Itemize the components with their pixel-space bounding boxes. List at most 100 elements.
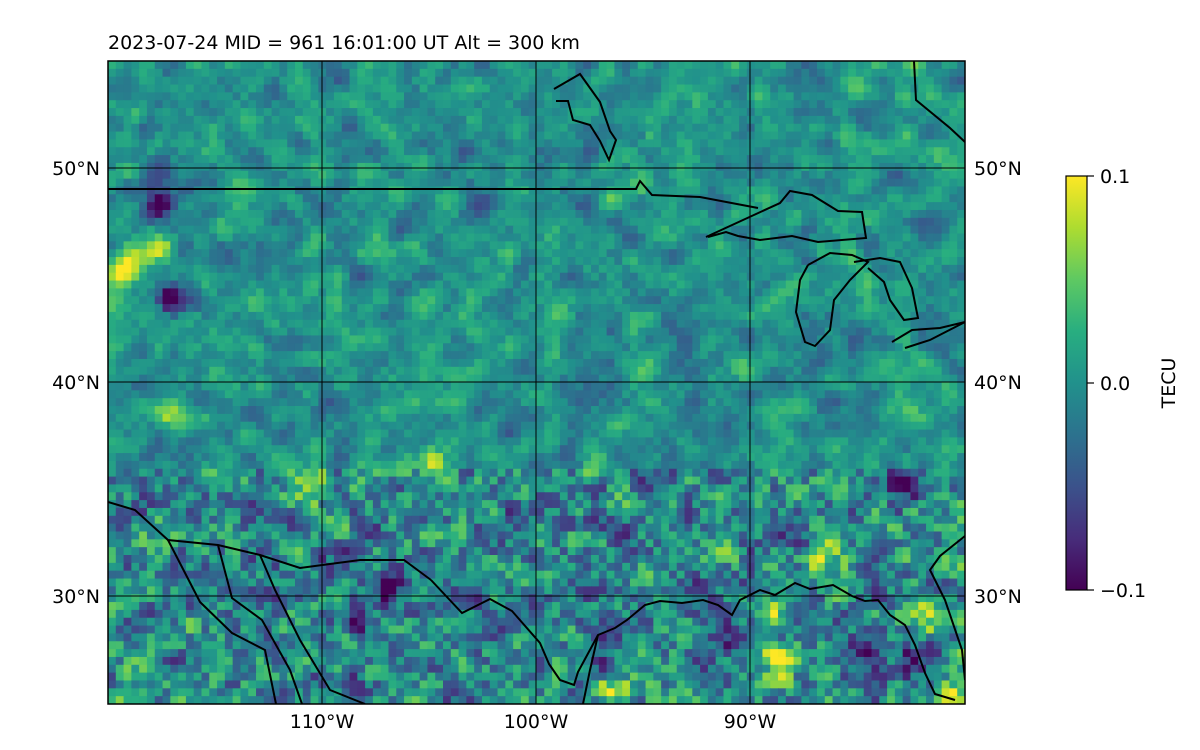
heatmap-cell <box>489 382 499 391</box>
heatmap-cell <box>824 343 834 352</box>
heatmap-cell <box>240 257 249 266</box>
heatmap-cell <box>762 61 771 70</box>
heatmap-cell <box>474 241 483 250</box>
heatmap-cell <box>232 327 242 337</box>
heatmap-cell <box>871 272 880 282</box>
heatmap-cell <box>692 358 701 368</box>
heatmap-cell <box>365 178 374 188</box>
heatmap-cell <box>450 233 460 242</box>
heatmap-cell <box>871 155 880 164</box>
heatmap-cell <box>544 327 553 337</box>
heatmap-cell <box>629 272 639 282</box>
heatmap-cell <box>248 108 257 117</box>
heatmap-cell <box>411 233 421 242</box>
heatmap-cell <box>684 131 693 141</box>
heatmap-cell <box>481 351 491 360</box>
heatmap-cell <box>715 100 725 109</box>
heatmap-cell <box>668 296 678 305</box>
heatmap-cell <box>131 61 140 70</box>
heatmap-cell <box>715 61 725 70</box>
heatmap-cell <box>326 131 335 141</box>
heatmap-cell <box>793 272 802 282</box>
heatmap-cell <box>692 311 701 321</box>
heatmap-cell <box>832 202 841 211</box>
heatmap-cell <box>731 147 740 156</box>
heatmap-cell <box>559 241 569 250</box>
heatmap-cell <box>676 209 686 219</box>
heatmap-cell <box>326 382 335 391</box>
heatmap-cell <box>933 257 943 266</box>
heatmap-cell <box>778 68 787 78</box>
heatmap-cell <box>902 217 912 227</box>
heatmap-cell <box>785 194 795 203</box>
heatmap-cell <box>879 257 888 266</box>
heatmap-cell <box>310 366 319 376</box>
heatmap-cell <box>778 358 787 368</box>
heatmap-cell <box>840 92 849 101</box>
heatmap-cell <box>365 209 374 219</box>
heatmap-cell <box>785 335 795 344</box>
heatmap-cell <box>256 217 265 227</box>
heatmap-cell <box>559 335 569 344</box>
heatmap-cell <box>139 139 148 148</box>
heatmap-cell <box>598 202 608 211</box>
heatmap-cell <box>575 257 584 266</box>
heatmap-cell <box>731 296 740 305</box>
heatmap-cell <box>365 398 374 407</box>
heatmap-cell <box>863 100 873 109</box>
heatmap-cell <box>933 115 943 125</box>
heatmap-cell <box>131 390 140 399</box>
heatmap-cell <box>700 123 709 133</box>
heatmap-cell <box>824 406 834 415</box>
heatmap-cell <box>731 209 740 219</box>
heatmap-cell <box>404 115 413 125</box>
heatmap-cell <box>209 209 218 219</box>
heatmap-cell <box>528 84 538 93</box>
heatmap-cell <box>809 139 818 148</box>
heatmap-cell <box>115 319 125 329</box>
heatmap-cell <box>115 311 125 321</box>
heatmap-cell <box>271 162 280 172</box>
heatmap-cell <box>193 76 203 86</box>
heatmap-cell <box>365 413 374 423</box>
heatmap-cell <box>489 178 499 188</box>
heatmap-cell <box>848 115 857 125</box>
heatmap-cell <box>824 311 834 321</box>
heatmap-cell <box>637 84 647 93</box>
heatmap-cell <box>271 147 280 156</box>
heatmap-cell <box>809 358 818 368</box>
heatmap-cell <box>746 162 756 172</box>
heatmap-cell <box>855 280 865 289</box>
heatmap-cell <box>481 280 491 289</box>
heatmap-cell <box>115 131 125 141</box>
heatmap-cell <box>240 358 249 368</box>
heatmap-cell <box>863 147 873 156</box>
heatmap-cell <box>637 123 647 133</box>
heatmap-cell <box>256 406 265 415</box>
heatmap-cell <box>404 241 413 250</box>
heatmap-cell <box>894 366 904 376</box>
heatmap-cell <box>474 272 483 282</box>
heatmap-cell <box>217 186 226 195</box>
heatmap-cell <box>131 319 140 329</box>
heatmap-cell <box>559 123 569 133</box>
heatmap-cell <box>131 264 140 274</box>
heatmap-cell <box>723 351 732 360</box>
heatmap-cell <box>513 202 522 211</box>
heatmap-cell <box>926 358 935 368</box>
heatmap-cell <box>863 186 873 195</box>
heatmap-cell <box>926 288 935 297</box>
heatmap-cell <box>474 233 483 242</box>
heatmap-cell <box>668 217 678 227</box>
heatmap-cell <box>489 398 499 407</box>
heatmap-cell <box>139 225 148 235</box>
heatmap-cell <box>201 61 210 70</box>
heatmap-cell <box>879 186 888 195</box>
heatmap-cell <box>193 202 203 211</box>
heatmap-cell <box>520 194 530 203</box>
heatmap-cell <box>528 194 538 203</box>
heatmap-cell <box>162 272 171 282</box>
heatmap-cell <box>505 209 514 219</box>
heatmap-cell <box>591 139 600 148</box>
heatmap-cell <box>279 288 288 297</box>
